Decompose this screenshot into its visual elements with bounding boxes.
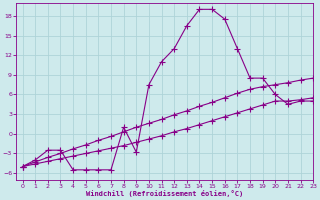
X-axis label: Windchill (Refroidissement éolien,°C): Windchill (Refroidissement éolien,°C) <box>86 190 243 197</box>
